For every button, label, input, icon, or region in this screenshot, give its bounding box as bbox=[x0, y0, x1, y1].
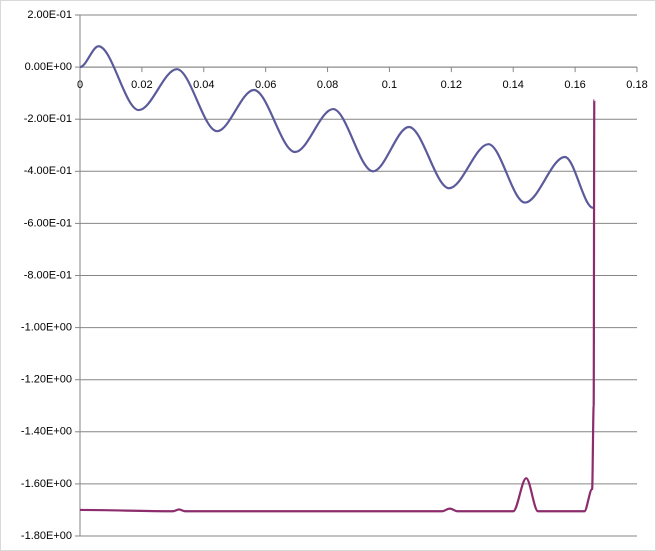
y-tick-label: -1.40E+00 bbox=[21, 426, 72, 438]
series-line bbox=[79, 45, 594, 209]
x-tick-label: 0.1 bbox=[382, 79, 397, 91]
y-tick-label: -1.00E+00 bbox=[21, 322, 72, 334]
y-tick-label: -2.00E-01 bbox=[24, 113, 72, 125]
series-line bbox=[79, 99, 596, 513]
x-tick-label: 0.14 bbox=[503, 79, 524, 91]
y-tick-label: -1.20E+00 bbox=[21, 374, 72, 386]
x-tick-label: 0.16 bbox=[564, 79, 585, 91]
y-tick-label: 0.00E+00 bbox=[25, 61, 72, 73]
y-tick-label: -6.00E-01 bbox=[24, 217, 72, 229]
x-tick-label: 0.08 bbox=[317, 79, 338, 91]
y-tick-label: -8.00E-01 bbox=[24, 269, 72, 281]
x-tick-label: 0 bbox=[77, 79, 83, 91]
y-tick-label: -1.80E+00 bbox=[21, 530, 72, 542]
x-tick-label: 0.06 bbox=[255, 79, 276, 91]
x-tick-label: 0.18 bbox=[626, 79, 647, 91]
x-tick-label: 0.12 bbox=[441, 79, 462, 91]
x-tick-label: 0.02 bbox=[131, 79, 152, 91]
y-tick-label: 2.00E-01 bbox=[27, 9, 72, 21]
y-tick-label: -1.60E+00 bbox=[21, 478, 72, 490]
y-tick-label: -4.00E-01 bbox=[24, 165, 72, 177]
x-tick-label: 0.04 bbox=[193, 79, 214, 91]
